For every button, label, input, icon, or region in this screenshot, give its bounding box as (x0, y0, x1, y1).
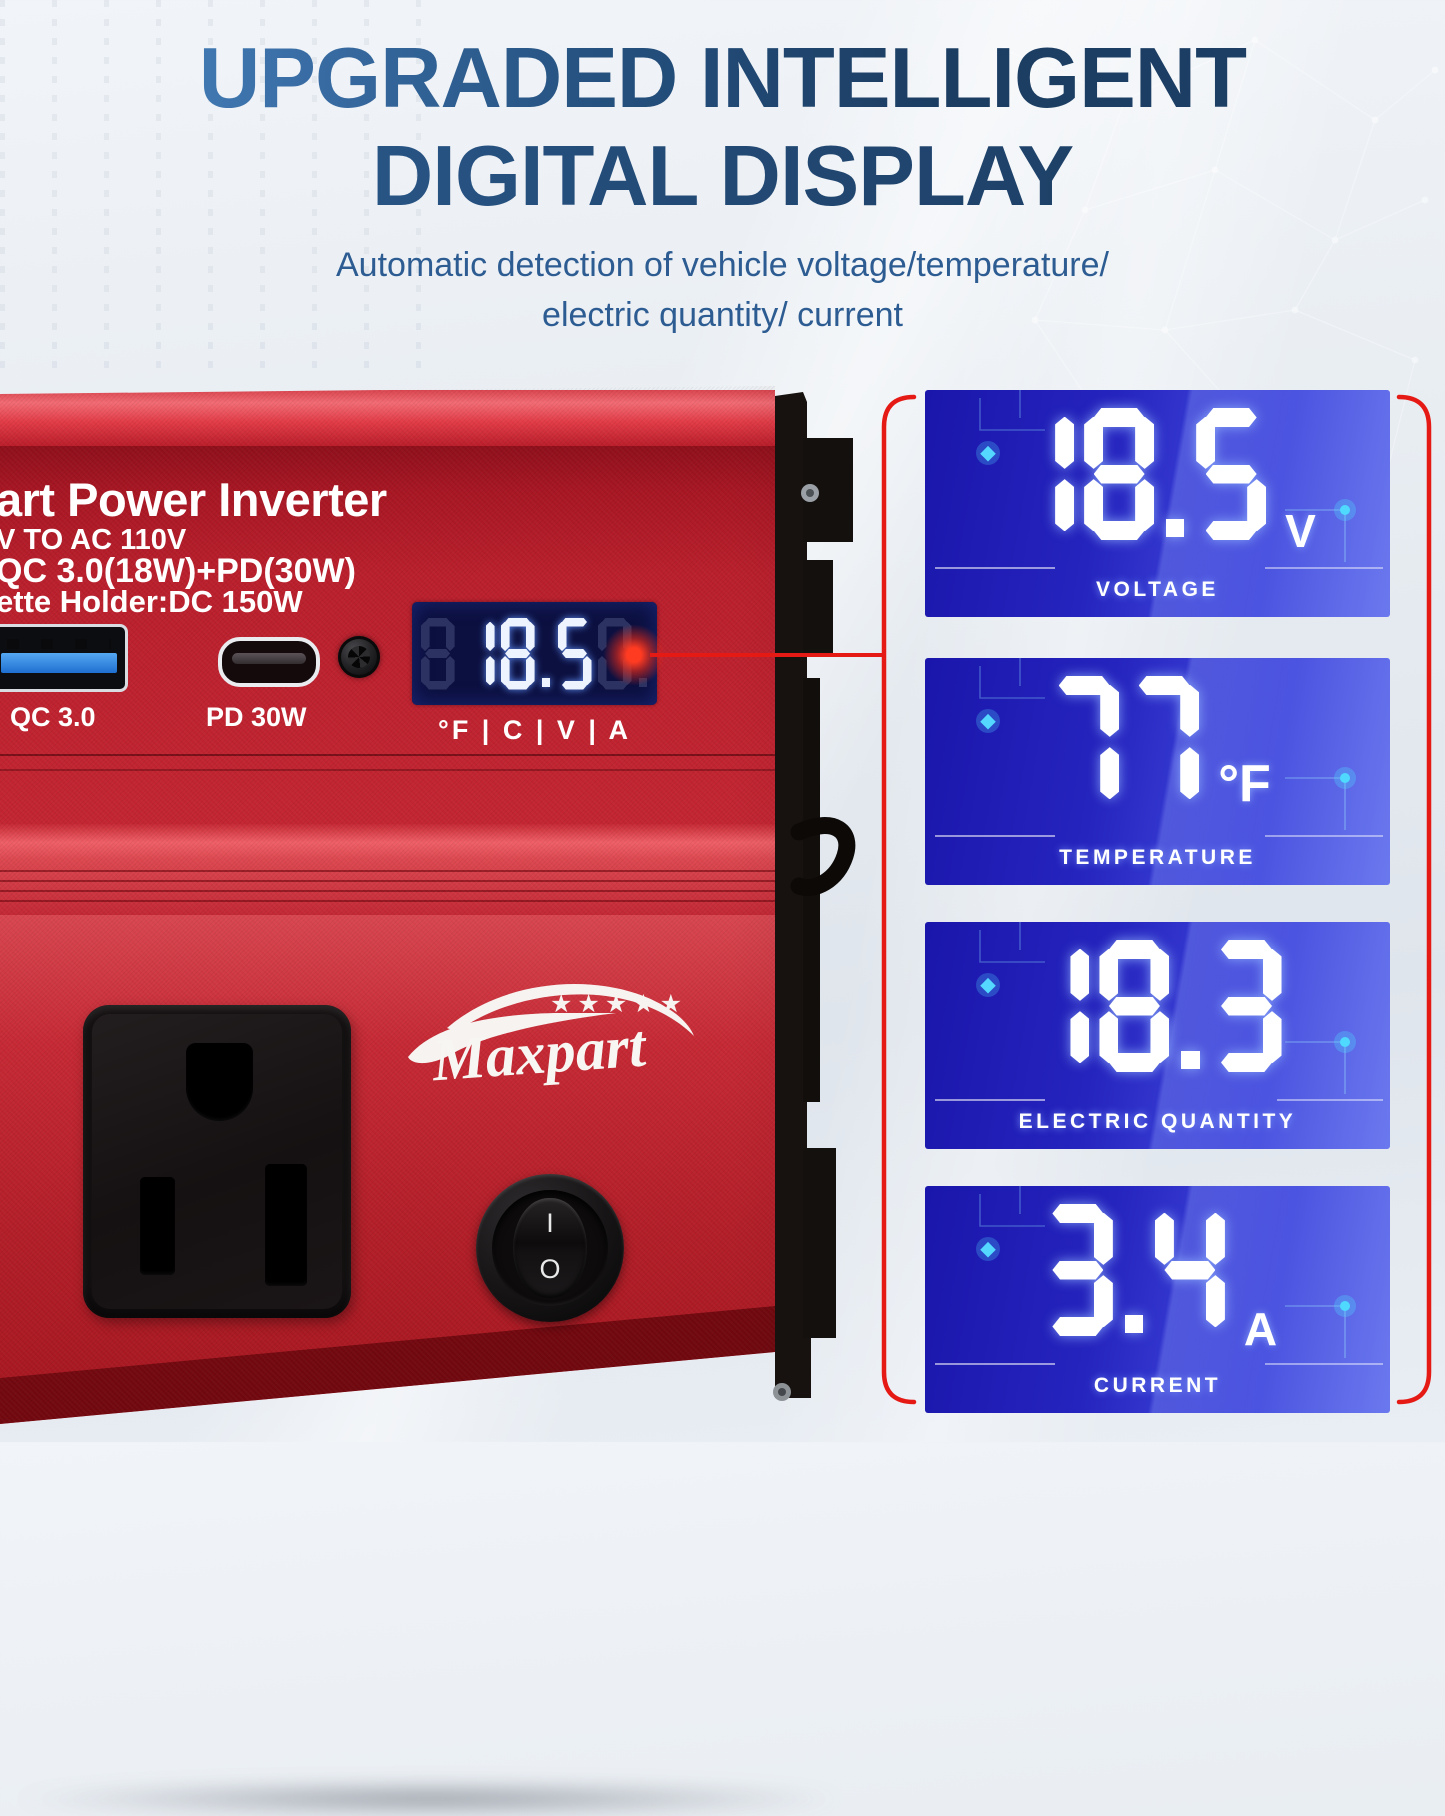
background-dotted-columns (0, 0, 430, 380)
panel-digits-row (925, 940, 1390, 1072)
brand-text: Maxpart (429, 1012, 650, 1092)
outlet-slot-left (140, 1177, 175, 1275)
seven-segment-readout (418, 617, 652, 690)
readout-panel-electric-quantity: ELECTRIC QUANTITY (925, 922, 1390, 1149)
panel-label: VOLTAGE (1096, 578, 1219, 601)
panel-groove (0, 754, 775, 756)
page-subtitle-line1: Automatic detection of vehicle voltage/t… (336, 246, 1109, 284)
readout-panel-current: A CURRENT (925, 1186, 1390, 1413)
car-swoosh-icon (447, 984, 694, 1036)
inverter-photo: art Power Inverter V TO AC 110V QC 3.0(1… (0, 384, 885, 1816)
brand-logo: ★★★★★ Maxpart (408, 984, 694, 1092)
panel-digits-row: V (925, 408, 1390, 558)
usb-a-label: QC 3.0 (10, 702, 96, 732)
product-print-spec3: ette Holder:DC 150W (0, 584, 303, 619)
edge-shadow (731, 386, 775, 1424)
ac-outlet (83, 1005, 351, 1318)
page-title-line1: UPGRADED INTELLIGENT (0, 30, 1445, 128)
usb-a-tongue (1, 653, 117, 673)
panel-unit: A (1243, 1303, 1278, 1355)
set-screw-icon (338, 636, 380, 678)
background-plexus-pattern (1001, 36, 1439, 484)
panel-unit: V (1285, 505, 1316, 557)
usb-c-port (218, 637, 320, 687)
car-swoosh-icon (408, 1013, 616, 1064)
outlet-ground-hole (186, 1043, 253, 1121)
panel-circuit-decor (935, 658, 1383, 837)
panel-seven-segment-value (999, 408, 1271, 540)
product-print-spec1: V TO AC 110V (0, 524, 187, 556)
panel-unit: °F (1218, 755, 1271, 813)
page-title-line2: DIGITAL DISPLAY (0, 128, 1445, 226)
product-shadow (8, 1782, 853, 1816)
page-subtitle-line2: electric quantity/ current (542, 296, 903, 334)
led-display (412, 602, 657, 705)
display-units-label: °F | C | V | A (438, 715, 631, 745)
cable-hook (790, 817, 856, 896)
page-subtitle: Automatic detection of vehicle voltage/t… (0, 240, 1445, 340)
panel-digits-row: A (925, 1204, 1390, 1356)
switch-off-label: O (539, 1254, 561, 1284)
panel-label: TEMPERATURE (1059, 846, 1256, 869)
brand-stars: ★★★★★ (550, 990, 687, 1018)
panel-groove (0, 769, 775, 771)
power-switch: I O (476, 1174, 624, 1322)
usb-c-slot (232, 653, 306, 664)
inverter-rear-silhouette (773, 392, 856, 1401)
product-print-title: art Power Inverter (0, 473, 387, 526)
panel-label: CURRENT (1093, 1374, 1222, 1397)
usb-a-port (0, 624, 128, 692)
switch-rocker: I O (513, 1198, 587, 1298)
readout-panel-voltage: V VOLTAGE (925, 390, 1390, 617)
switch-on-label: I (546, 1208, 554, 1238)
panel-circuit-decor (935, 390, 1383, 569)
panel-label: ELECTRIC QUANTITY (1018, 1110, 1297, 1133)
panel-digits-row: °F (925, 676, 1390, 814)
panel-seven-segment-value (1038, 1204, 1230, 1336)
panel-circuit-decor (935, 1186, 1383, 1365)
readout-panel-temperature: °F TEMPERATURE (925, 658, 1390, 885)
inverter-top-bevel (0, 390, 775, 448)
product-print-spec2: QC 3.0(18W)+PD(30W) (0, 552, 356, 590)
inverter-ridge-lines (0, 862, 775, 904)
outlet-slot-right (265, 1164, 307, 1286)
usb-c-label: PD 30W (206, 702, 307, 732)
usb-a-pins (7, 639, 111, 649)
page-title: UPGRADED INTELLIGENT DIGITAL DISPLAY (0, 30, 1445, 226)
panel-circuit-decor (935, 922, 1383, 1101)
panel-seven-segment-value (1044, 676, 1204, 808)
panel-seven-segment-value (1014, 940, 1286, 1072)
